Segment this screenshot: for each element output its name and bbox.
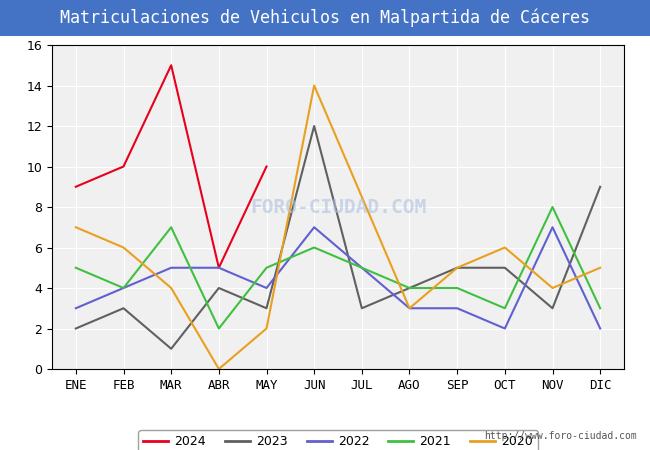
Text: http://www.foro-ciudad.com: http://www.foro-ciudad.com [484, 431, 637, 441]
Legend: 2024, 2023, 2022, 2021, 2020: 2024, 2023, 2022, 2021, 2020 [138, 431, 538, 450]
Text: Matriculaciones de Vehiculos en Malpartida de Cáceres: Matriculaciones de Vehiculos en Malparti… [60, 9, 590, 27]
Text: FORO-CIUDAD.COM: FORO-CIUDAD.COM [250, 198, 426, 216]
